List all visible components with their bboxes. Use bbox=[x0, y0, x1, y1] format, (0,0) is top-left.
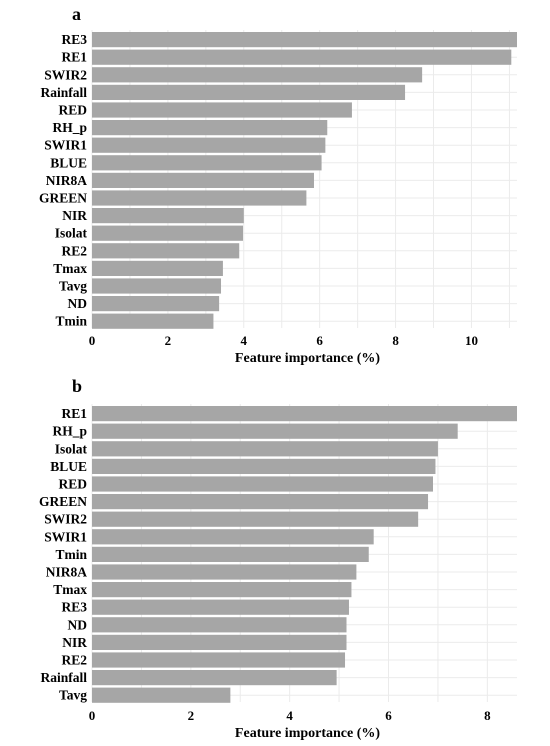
panel-label: a bbox=[72, 4, 81, 24]
category-label: RH_p bbox=[52, 424, 87, 439]
category-label: NIR bbox=[62, 208, 87, 223]
bar-swir2 bbox=[92, 511, 419, 527]
bar-swir2 bbox=[92, 67, 423, 83]
category-label: Tmin bbox=[55, 314, 87, 329]
bar-rainfall bbox=[92, 670, 337, 686]
category-label: Tavg bbox=[59, 688, 87, 703]
category-label: NIR8A bbox=[46, 173, 88, 188]
x-tick-label: 4 bbox=[286, 708, 293, 723]
category-label: BLUE bbox=[50, 155, 87, 170]
bar-tmin bbox=[92, 313, 214, 329]
bar-blue bbox=[92, 458, 436, 474]
category-label: Isolat bbox=[55, 441, 88, 456]
category-label: RE2 bbox=[61, 243, 87, 258]
x-axis-title: Feature importance (%) bbox=[235, 351, 380, 366]
x-tick-label: 0 bbox=[89, 333, 96, 348]
category-label: BLUE bbox=[50, 459, 87, 474]
category-label: SWIR1 bbox=[44, 529, 87, 544]
bar-swir1 bbox=[92, 529, 374, 545]
bar-blue bbox=[92, 155, 322, 171]
bar-nir bbox=[92, 208, 244, 224]
bar-rainfall bbox=[92, 84, 406, 100]
category-label: RH_p bbox=[52, 120, 87, 135]
bar-re3 bbox=[92, 599, 349, 615]
bar-re3 bbox=[92, 32, 517, 48]
bar-red bbox=[92, 102, 352, 118]
bar-tavg bbox=[92, 687, 231, 703]
category-label: Rainfall bbox=[40, 670, 87, 685]
category-label: RE1 bbox=[61, 406, 87, 421]
category-label: Tmax bbox=[53, 582, 87, 597]
bar-nir8a bbox=[92, 564, 357, 580]
bar-swir1 bbox=[92, 137, 326, 153]
category-label: Tmin bbox=[55, 547, 87, 562]
bar-re1 bbox=[92, 406, 517, 422]
x-tick-label: 8 bbox=[484, 708, 491, 723]
x-tick-label: 2 bbox=[165, 333, 172, 348]
category-label: NIR8A bbox=[46, 565, 88, 580]
bar-nir8a bbox=[92, 172, 314, 188]
bar-nd bbox=[92, 617, 347, 633]
bar-nd bbox=[92, 296, 220, 312]
bar-tmax bbox=[92, 260, 223, 276]
x-axis-title: Feature importance (%) bbox=[235, 726, 380, 741]
bar-red bbox=[92, 476, 433, 492]
category-label: Rainfall bbox=[40, 85, 87, 100]
category-label: SWIR2 bbox=[44, 67, 87, 82]
category-label: SWIR2 bbox=[44, 512, 87, 527]
x-tick-label: 2 bbox=[188, 708, 195, 723]
category-label: RE3 bbox=[61, 32, 87, 47]
category-label: NIR bbox=[62, 635, 87, 650]
bar-re1 bbox=[92, 49, 512, 65]
x-tick-label: 4 bbox=[241, 333, 248, 348]
bar-isolat bbox=[92, 441, 438, 457]
category-label: RED bbox=[58, 103, 87, 118]
bar-re2 bbox=[92, 243, 240, 259]
category-label: SWIR1 bbox=[44, 138, 87, 153]
category-label: RE1 bbox=[61, 50, 87, 65]
bar-nir bbox=[92, 634, 347, 650]
category-label: ND bbox=[68, 296, 88, 311]
category-label: Tavg bbox=[59, 279, 87, 294]
category-label: RED bbox=[58, 477, 87, 492]
category-label: RE2 bbox=[61, 653, 87, 668]
x-tick-label: 0 bbox=[89, 708, 96, 723]
bar-re2 bbox=[92, 652, 346, 668]
category-label: ND bbox=[68, 617, 88, 632]
bar-rh-p bbox=[92, 120, 328, 136]
x-tick-label: 6 bbox=[385, 708, 392, 723]
category-label: RE3 bbox=[61, 600, 87, 615]
bar-tmax bbox=[92, 582, 352, 598]
bar-tmin bbox=[92, 546, 369, 562]
bar-isolat bbox=[92, 225, 244, 241]
bar-rh-p bbox=[92, 423, 458, 439]
x-tick-label: 10 bbox=[465, 333, 478, 348]
bar-green bbox=[92, 494, 429, 510]
x-tick-label: 8 bbox=[392, 333, 399, 348]
panel-label: b bbox=[72, 376, 82, 396]
category-label: GREEN bbox=[39, 191, 87, 206]
category-label: GREEN bbox=[39, 494, 87, 509]
bar-green bbox=[92, 190, 307, 206]
bar-tavg bbox=[92, 278, 222, 294]
category-label: Tmax bbox=[53, 261, 87, 276]
category-label: Isolat bbox=[55, 226, 88, 241]
x-tick-label: 6 bbox=[316, 333, 323, 348]
